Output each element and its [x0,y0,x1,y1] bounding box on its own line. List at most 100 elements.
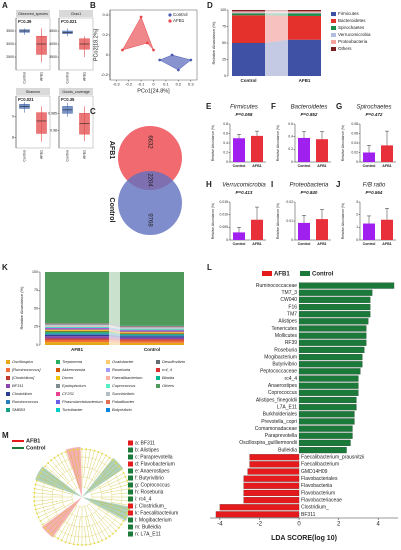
y-tick-label: 75 [222,24,226,28]
clade-node [41,523,44,526]
bar-label: Anaerostipes [268,383,298,389]
x-axis-title: PCo1[24.8%] [137,88,170,94]
clade-node [47,530,49,532]
bar-segment [45,336,109,339]
legend-label: [Ruminococcus] [11,367,41,372]
clade-node [101,452,104,455]
legend-swatch [56,360,60,364]
y-tick-label: 100 [32,270,38,274]
bar [298,318,369,325]
y-tick-label: 2500 [6,55,14,59]
clade-label: k: Faecalibacterium [135,510,178,516]
clade-node [105,537,107,540]
clade-node [122,472,125,474]
clade-node [93,449,96,452]
clade-branch [98,508,122,525]
bar-label: BF311 [301,512,316,518]
clade-branch [42,514,58,525]
clade-branch [97,466,119,485]
clade-node [111,532,114,535]
legend-label: Ruminococcus [12,399,38,404]
bar [233,138,245,162]
bar [381,219,393,240]
x-tick-label: Control [233,242,246,246]
bar-segment [232,11,265,13]
point [152,48,155,52]
legend-label: Proteobacteria [338,39,368,44]
legend-label: Others [338,46,352,51]
clade-node [76,543,79,546]
clade-branch [90,515,103,541]
bar-label: Flavobacteriia [301,483,332,489]
panel-label: K [2,263,8,272]
facet-strip [16,10,50,17]
bar-label: Tenericutes [271,326,297,332]
y-tick-label: 4500 [49,29,57,33]
x-tick-label: AFB1 [82,150,86,159]
legend-label: Verrucomicrobia [338,32,371,37]
panel-label: D [207,1,213,10]
clade-label: i: rc4_4 [135,496,152,502]
legend-marker [168,19,172,23]
x-tick-label: 0.2 [176,82,182,87]
flow-band [265,11,288,13]
legend-label: Akkermansia [61,367,86,372]
bar-segment [45,330,109,331]
x-tick-label: -0.3 [113,82,121,87]
x-tick-label: -0.2 [125,82,133,87]
clade-branch [45,466,60,478]
legend-swatch [331,26,336,30]
bar [247,468,300,475]
bar [298,303,371,311]
y-tick-label: 0.02 [351,150,358,154]
y-tick-label: 0.010 [220,213,229,217]
panel-title: Spirochaetes [356,105,391,111]
clade-branch [101,498,130,502]
label-swatch [128,475,133,481]
clade-branch [35,499,73,510]
flow-band [109,326,120,329]
legend-swatch [331,12,336,16]
clade-branch [93,457,110,481]
clade-branch [106,469,122,480]
y-tick-label: 0 [224,74,226,78]
clade-node [85,543,88,546]
clade-node [44,465,47,468]
y-tick-label: 0 [36,343,38,347]
bar-segment [120,330,184,332]
y-tick-label: 0.6 [223,131,228,135]
flow-band [109,327,120,331]
bar-segment [120,332,184,333]
legend-label: BF311 [12,383,24,388]
bar-segment [232,43,265,76]
clade-branch [57,505,78,539]
facet-title: Goods_coverage [62,90,89,94]
clade-branch [111,492,130,495]
point [121,48,124,52]
facet-strip [59,10,93,17]
y-tick-label: 0 [106,52,109,57]
bar-label: Bulleidia [278,447,297,453]
bar-segment [45,331,109,333]
clade-branch [61,524,70,541]
panel-label: J [336,180,340,189]
x-tick-label: Control [363,242,376,246]
legend-label: CF231 [62,391,74,396]
label-swatch [128,503,133,509]
bar-segment [288,11,321,13]
bar [298,389,359,396]
x-tick-label: Control [65,150,69,162]
legend-label: AFB1 [26,438,40,444]
y-tick-label: 4000 [49,42,57,46]
legend-swatch [6,384,10,388]
clade-node [126,479,129,482]
clade-label: c: Paraprevotella [135,454,173,460]
clade-node [122,520,125,522]
bar-segment [120,336,184,338]
legend-swatch [6,392,10,396]
bar-label: F16 [288,304,297,310]
x-tick-label: AFB1 [382,164,391,168]
clade-node [33,487,36,490]
panel-title: Proteobacteria [289,183,329,189]
